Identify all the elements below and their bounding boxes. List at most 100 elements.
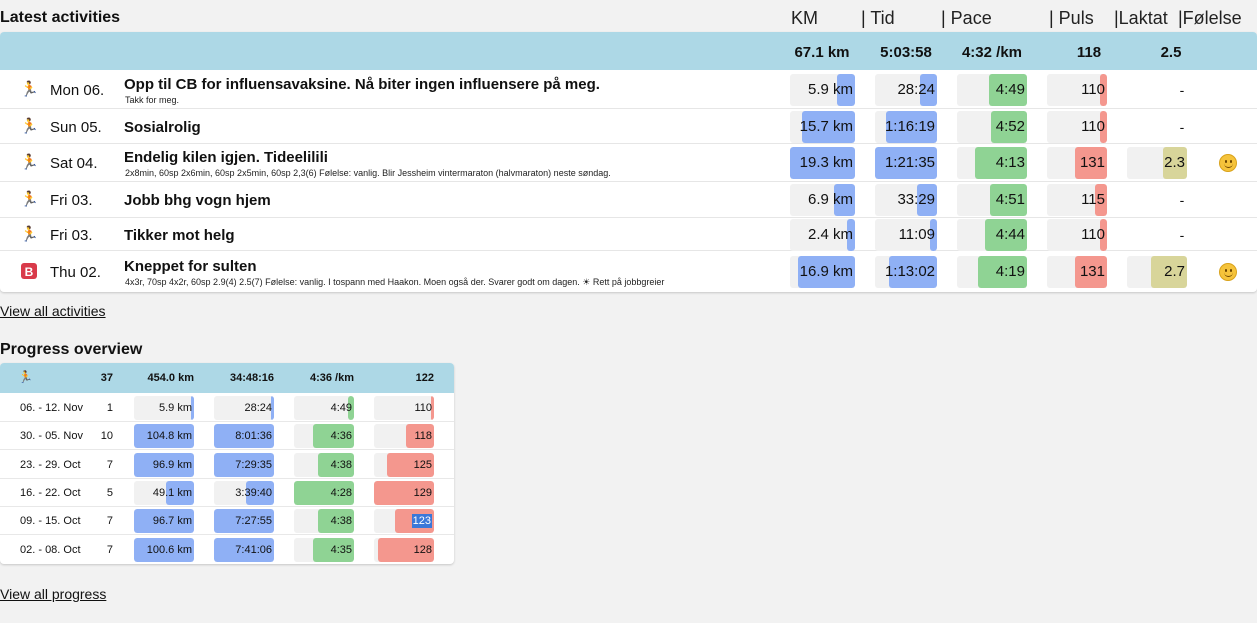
pace-bar: [974, 147, 1027, 179]
progress-pace-bar: [318, 509, 354, 534]
lactate-bar: [1151, 255, 1187, 288]
pace-value: 4:49: [995, 80, 1025, 98]
activity-row[interactable]: 🏃 Mon 06. Opp til CB for influensavaksine.…: [0, 70, 1257, 109]
km-bar: [801, 110, 855, 143]
activity-row[interactable]: 🏃 Fri 03. Jobb bhg vogn hjem 6.9 km 33:29 4:5…: [0, 182, 1257, 218]
activity-row[interactable]: 🏃 Fri 03. Tikker mot helg 2.4 km 11:09 4:44 11…: [0, 218, 1257, 251]
progress-km-cell: 96.9 km: [134, 452, 194, 477]
progress-row[interactable]: 09. - 15. Oct 7 96.7 km 7:27:55 4:38 123: [0, 507, 454, 536]
km-cell: 5.9 km: [790, 73, 855, 106]
activity-title[interactable]: Opp til CB for influensavaksine. Nå bite…: [124, 75, 600, 93]
progress-time-value: 8:01:36: [235, 430, 272, 443]
activity-row[interactable]: B Thu 02. Kneppet for sulten 4x3r, 70sp 4x2…: [0, 251, 1257, 292]
progress-pace-bar: [318, 452, 354, 477]
pulse-cell: 110: [1047, 218, 1107, 251]
progress-pace-cell: 4:35: [294, 537, 354, 562]
progress-km-value: 96.9 km: [152, 458, 192, 471]
km-value: 6.9 km: [807, 191, 853, 208]
time-bar: [916, 184, 937, 216]
progress-pace-value: 4:38: [330, 458, 352, 471]
activities-summary-row: 67.1 km 5:03:58 4:32 /km 118 2.5: [0, 32, 1257, 70]
progress-row[interactable]: 02. - 08. Oct 7 100.6 km 7:41:06 4:35 128: [0, 536, 454, 564]
view-all-activities-link[interactable]: View all activities: [0, 303, 106, 319]
progress-row[interactable]: 16. - 22. Oct 5 49.1 km 3:39:40 4:28 129: [0, 479, 454, 507]
progress-week: 02. - 08. Oct: [20, 543, 81, 556]
progress-row[interactable]: 30. - 05. Nov 10 104.8 km 8:01:36 4:36 118: [0, 422, 454, 451]
progress-pulse-value: 128: [413, 543, 432, 556]
activity-day: Fri 03.: [50, 226, 93, 244]
column-header-km: KM: [791, 8, 818, 28]
pulse-cell: 110: [1047, 110, 1107, 143]
time-bar: [875, 147, 937, 179]
progress-km-bar: [165, 480, 194, 505]
progress-km-cell: 104.8 km: [134, 424, 194, 449]
activity-day: Sun 05.: [50, 118, 102, 136]
time-value: 1:13:02: [884, 262, 935, 280]
progress-pulse-cell: 118: [374, 424, 434, 449]
time-cell: 1:13:02: [875, 255, 937, 288]
progress-avg-pulse: 122: [415, 372, 434, 384]
lactate-value: -: [1179, 81, 1185, 98]
progress-km-cell: 100.6 km: [134, 537, 194, 562]
smiley-mouth: [1224, 163, 1233, 168]
km-cell: 16.9 km: [790, 255, 855, 288]
lactate-value: 2.3: [1164, 154, 1185, 171]
pulse-bar: [1075, 255, 1107, 288]
pace-value: 4:52: [995, 117, 1025, 135]
time-cell: 33:29: [875, 184, 937, 216]
progress-count: 5: [106, 486, 113, 499]
pulse-value: 110: [1081, 80, 1105, 98]
progress-pulse-cell: 110: [374, 396, 434, 420]
activity-title[interactable]: Sosialrolig: [124, 118, 201, 136]
activity-description: 4x3r, 70sp 4x2r, 60sp 2.9(4) 2.5(7) Føle…: [125, 276, 665, 287]
activity-title[interactable]: Kneppet for sulten: [124, 257, 257, 275]
pulse-cell: 131: [1047, 255, 1107, 288]
progress-time-value: 7:27:55: [235, 515, 272, 528]
activity-row[interactable]: 🏃 Sun 05. Sosialrolig 15.7 km 1:16:19 4:52 110…: [0, 109, 1257, 144]
pace-bar: [989, 184, 1027, 216]
pace-value: 4:19: [995, 262, 1025, 280]
time-bar: [929, 218, 937, 251]
column-header-time: | Tid: [861, 8, 895, 28]
pace-value: 4:44: [995, 225, 1025, 243]
pace-value: 4:13: [995, 154, 1025, 171]
activity-title[interactable]: Tikker mot helg: [124, 226, 235, 244]
view-all-progress-link[interactable]: View all progress: [0, 586, 107, 602]
pace-bar: [990, 110, 1027, 143]
lactate-value: 2.7: [1164, 262, 1185, 280]
progress-pulse-value: 123: [411, 514, 432, 529]
time-bar: [919, 73, 937, 106]
progress-pace-value: 4:35: [330, 543, 352, 556]
progress-week: 09. - 15. Oct: [20, 515, 81, 528]
progress-time-cell: 7:41:06: [214, 537, 274, 562]
runner-icon: 🏃: [20, 225, 39, 243]
time-cell: 28:24: [875, 73, 937, 106]
time-cell: 1:16:19: [875, 110, 937, 143]
time-value: 1:16:19: [884, 117, 935, 135]
smiley-eye: [1225, 160, 1227, 163]
progress-pulse-value: 110: [414, 402, 432, 414]
pace-bar: [985, 218, 1027, 251]
activity-title[interactable]: Endelig kilen igjen. Tideelilili: [124, 149, 328, 166]
runner-icon: 🏃: [20, 191, 39, 208]
summary-pace: 4:32 /km: [961, 44, 1023, 61]
pace-cell: 4:49: [957, 73, 1027, 106]
pulse-bar: [1099, 110, 1107, 143]
activity-row[interactable]: 🏃 Sat 04. Endelig kilen igjen. Tideelilili…: [0, 144, 1257, 182]
activity-title[interactable]: Jobb bhg vogn hjem: [124, 192, 271, 209]
progress-pace-cell: 4:38: [294, 452, 354, 477]
km-value: 5.9 km: [807, 80, 853, 98]
progress-km-value: 104.8 km: [146, 430, 192, 443]
pace-cell: 4:52: [957, 110, 1027, 143]
pulse-value: 131: [1079, 154, 1105, 171]
runner-icon: 🏃: [18, 370, 33, 384]
progress-time-bar: [214, 452, 274, 477]
pulse-bar: [1099, 73, 1107, 106]
pulse-cell: 131: [1047, 147, 1107, 179]
progress-time-bar: [214, 424, 274, 449]
time-cell: 11:09: [875, 218, 937, 251]
progress-row[interactable]: 06. - 12. Nov 1 5.9 km 28:24 4:49 110: [0, 394, 454, 422]
progress-row[interactable]: 23. - 29. Oct 7 96.9 km 7:29:35 4:38 125: [0, 451, 454, 479]
lactate-cell: 2.7: [1127, 255, 1187, 288]
progress-week: 30. - 05. Nov: [20, 430, 83, 443]
